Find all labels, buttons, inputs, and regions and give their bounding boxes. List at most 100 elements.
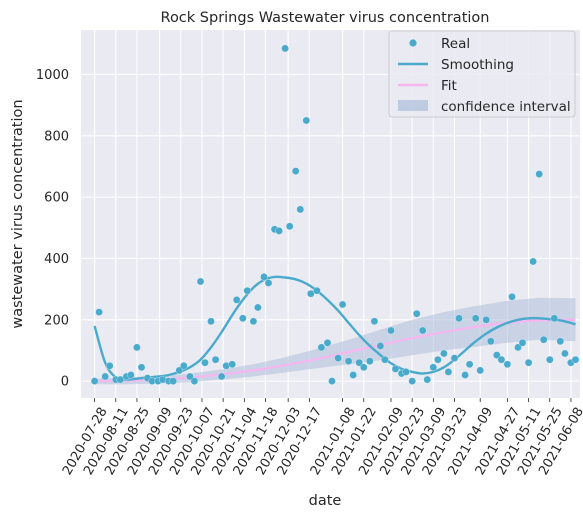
- data-point: [133, 343, 141, 352]
- data-point: [169, 377, 177, 385]
- data-point: [366, 357, 374, 365]
- legend-smoothing-label: Smoothing: [441, 57, 514, 73]
- data-point: [281, 44, 289, 53]
- y-tick-label: 400: [44, 252, 69, 267]
- confidence-interval-band: [94, 297, 576, 385]
- x-tick-labels: 2020-07-282020-08-112020-08-252020-09-09…: [60, 398, 583, 478]
- data-point: [232, 296, 241, 304]
- data-point: [387, 326, 395, 335]
- data-point: [408, 377, 416, 385]
- data-point: [196, 277, 205, 286]
- y-tick-label: 0: [61, 375, 69, 390]
- data-point: [471, 314, 480, 323]
- data-point: [307, 289, 315, 298]
- data-point: [482, 316, 490, 324]
- data-point: [381, 355, 389, 364]
- data-point: [561, 349, 569, 358]
- y-tick-label: 600: [44, 191, 69, 206]
- data-point: [190, 377, 199, 385]
- data-point: [186, 372, 194, 381]
- x-axis-title: date: [309, 493, 342, 509]
- data-point: [529, 257, 537, 266]
- y-tick-label: 800: [44, 129, 69, 144]
- data-point: [349, 371, 357, 379]
- data-point: [461, 371, 469, 379]
- data-point: [264, 279, 273, 287]
- data-point: [465, 360, 474, 369]
- data-point: [90, 377, 99, 385]
- data-point: [175, 366, 184, 375]
- data-point: [418, 326, 427, 335]
- data-point: [254, 303, 262, 312]
- data-point: [239, 314, 247, 323]
- data-point: [302, 116, 311, 125]
- legend-real-marker: [409, 39, 417, 47]
- data-point: [429, 363, 438, 372]
- data-point: [296, 205, 305, 214]
- data-point: [249, 317, 258, 326]
- data-point: [355, 358, 363, 367]
- legend-real-label: Real: [441, 36, 470, 52]
- y-tick-label: 1000: [36, 68, 69, 83]
- data-point: [313, 286, 321, 295]
- data-point: [571, 355, 580, 364]
- data-point: [207, 317, 215, 326]
- data-point: [116, 375, 125, 384]
- data-point: [412, 309, 421, 318]
- data-point: [95, 308, 103, 316]
- data-point: [487, 337, 495, 346]
- data-point: [497, 355, 506, 364]
- data-point: [370, 317, 379, 326]
- data-point: [180, 362, 188, 370]
- data-point: [556, 337, 565, 346]
- data-point: [440, 349, 448, 358]
- data-point: [450, 354, 459, 362]
- data-point: [334, 354, 342, 362]
- y-axis-title: wastewater virus concentration: [10, 99, 26, 328]
- data-point: [291, 167, 300, 175]
- data-point: [508, 293, 516, 301]
- data-point: [514, 343, 522, 352]
- data-point: [211, 355, 220, 364]
- y-tick-label: 200: [44, 313, 69, 328]
- data-point: [402, 368, 410, 376]
- data-point: [524, 358, 533, 367]
- data-point: [550, 314, 559, 323]
- data-point: [546, 355, 554, 364]
- data-point: [260, 273, 268, 281]
- legend: Real Smoothing Fit confidence interval: [388, 30, 576, 118]
- data-point: [476, 366, 484, 375]
- data-point: [127, 371, 135, 379]
- confidence-band-layer: [94, 297, 576, 385]
- data-point: [137, 363, 146, 372]
- data-point: [201, 358, 209, 367]
- data-point: [376, 342, 385, 350]
- data-point: [360, 363, 368, 372]
- data-points: [90, 44, 580, 385]
- data-point: [493, 351, 501, 359]
- data-point: [344, 357, 353, 365]
- data-point: [217, 372, 226, 381]
- data-point: [275, 227, 283, 235]
- smoothing-line: [93, 275, 576, 381]
- data-point: [434, 355, 442, 364]
- data-point: [101, 372, 109, 381]
- data-point: [243, 286, 252, 295]
- y-tick-labels: 0 200 400 600 800 1000: [36, 68, 69, 390]
- data-point: [423, 375, 432, 384]
- chart-title: Rock Springs Wastewater virus concentrat…: [161, 10, 490, 26]
- data-point: [455, 314, 463, 323]
- legend-box: [388, 30, 576, 118]
- legend-confidence-swatch: [398, 100, 428, 111]
- data-point: [285, 222, 294, 231]
- data-point: [503, 360, 512, 369]
- data-point: [518, 339, 527, 347]
- data-point: [105, 362, 114, 370]
- legend-confidence-label: confidence interval: [441, 99, 571, 115]
- legend-fit-label: Fit: [441, 78, 457, 94]
- data-point: [391, 365, 400, 373]
- data-point: [317, 343, 326, 352]
- data-point: [535, 170, 543, 178]
- data-point: [228, 360, 236, 369]
